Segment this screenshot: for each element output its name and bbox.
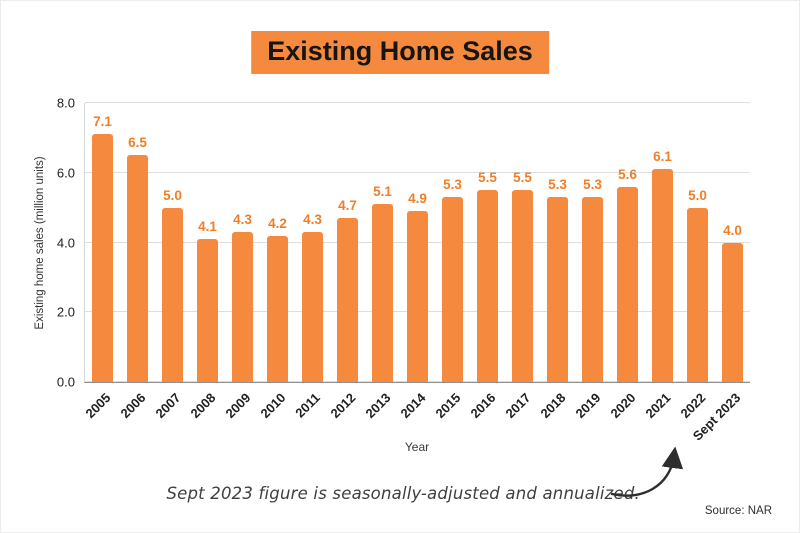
- gridline: [85, 102, 750, 103]
- x-tick-label: 2006: [117, 390, 149, 422]
- bar-slot: 6.5 2006: [117, 103, 155, 421]
- bar-value-label: 4.3: [303, 212, 322, 228]
- bar: [337, 218, 358, 382]
- annotation-text: Sept 2023 figure is seasonally-adjusted …: [166, 484, 640, 503]
- x-tick-label: 2014: [397, 390, 429, 422]
- bar-slot: 5.5 2017: [502, 103, 540, 421]
- plot-area: 0.0 2.0 4.0 6.0 8.0 7.1 2005 6.5 2006 5.0 2007 4.1…: [57, 96, 750, 444]
- bar-value-label: 5.6: [618, 166, 637, 182]
- x-tick-label: 2012: [327, 390, 359, 422]
- x-tick-label: 2016: [467, 390, 499, 422]
- bar: [372, 204, 393, 382]
- x-tick-label: 2018: [537, 390, 569, 422]
- x-tick-label: 2020: [607, 390, 639, 422]
- bar-value-label: 5.5: [513, 170, 532, 186]
- y-tick-label: 8.0: [56, 95, 75, 111]
- bar-slot: 4.1 2008: [187, 103, 225, 421]
- bar-slot: 4.9 2014: [397, 103, 435, 421]
- chart-title: Existing Home Sales: [251, 31, 549, 74]
- bar-slot: 4.0 Sept 2023: [690, 103, 750, 444]
- bar: [197, 239, 218, 382]
- x-tick-label: 2022: [677, 390, 709, 422]
- bar-value-label: 4.7: [338, 198, 357, 214]
- bar: [407, 211, 428, 382]
- bar: [162, 207, 183, 382]
- bar-value-label: 4.2: [268, 215, 287, 231]
- x-tick-label: 2011: [292, 390, 324, 421]
- x-tick-label: 2005: [82, 390, 114, 422]
- bar-slot: 5.1 2013: [362, 103, 400, 421]
- bar-slot: 4.3 2011: [293, 103, 330, 421]
- bar-value-label: 5.3: [548, 177, 567, 193]
- bar: [127, 155, 148, 382]
- gridline: [85, 171, 750, 173]
- x-tick-label: 2017: [502, 390, 534, 422]
- y-tick-label: 6.0: [56, 165, 75, 181]
- bar-value-label: 6.1: [653, 149, 672, 165]
- bar-slot: 5.3 2015: [432, 103, 470, 421]
- bar: [582, 197, 603, 382]
- bar-slot: 5.0 2022: [677, 103, 715, 421]
- y-tick-label: 4.0: [56, 235, 75, 250]
- bar-value-label: 5.3: [443, 177, 462, 193]
- y-tick-label: 0.0: [56, 374, 75, 390]
- bar: [652, 169, 673, 382]
- x-tick-label: 2009: [222, 390, 254, 422]
- bar: [302, 232, 323, 382]
- bar-slot: 5.5 2016: [467, 103, 505, 421]
- bar: [442, 197, 463, 382]
- bar: [722, 242, 743, 382]
- bar: [267, 235, 288, 382]
- bar-slot: 5.3 2018: [537, 103, 575, 421]
- x-tick-label: 2008: [187, 390, 219, 422]
- x-tick-label: 2007: [152, 390, 184, 422]
- x-tick-label: 2021: [642, 390, 674, 422]
- bar-value-label: 4.0: [723, 222, 742, 238]
- bar-slot: 5.6 2020: [607, 103, 645, 421]
- bar: [617, 186, 638, 382]
- bar-value-label: 6.5: [128, 135, 147, 151]
- bar-slot: 4.3 2009: [222, 103, 260, 421]
- x-tick-label: 2013: [362, 390, 394, 422]
- source-note: Source: NAR: [704, 505, 772, 517]
- bar: [547, 197, 568, 382]
- bar-slot: 5.0 2007: [152, 103, 190, 421]
- bar: [512, 190, 533, 382]
- x-tick-label: 2015: [432, 390, 464, 422]
- bar-value-label: 5.0: [688, 187, 707, 203]
- bar-slot: 5.3 2019: [572, 103, 610, 421]
- annotation-arrow-icon: [610, 446, 684, 497]
- bar-value-label: 7.1: [93, 114, 112, 130]
- x-tick-label: 2010: [257, 390, 289, 422]
- y-axis-label: Existing home sales (million units): [34, 156, 46, 330]
- bar-value-label: 4.1: [198, 219, 217, 235]
- bars: 7.1 2005 6.5 2006 5.0 2007 4.1 2008 4.3 2009 4.2 20…: [82, 103, 750, 444]
- x-axis-label: Year: [404, 440, 430, 454]
- bar-value-label: 4.9: [408, 191, 427, 207]
- bar-value-label: 4.3: [233, 212, 252, 228]
- bar-value-label: 5.1: [373, 184, 392, 200]
- bar-slot: 6.1 2021: [642, 103, 680, 421]
- bar: [477, 190, 498, 382]
- bar-slot: 4.7 2012: [327, 103, 365, 421]
- bar-slot: 4.2 2010: [257, 103, 295, 422]
- bar-value-label: 5.0: [163, 187, 182, 203]
- y-tick-label: 2.0: [56, 304, 75, 320]
- bar-value-label: 5.3: [583, 177, 602, 193]
- bar-value-label: 5.5: [478, 170, 497, 186]
- bar: [232, 232, 253, 382]
- bar: [687, 207, 708, 382]
- bar-slot: 7.1 2005: [82, 103, 120, 421]
- x-tick-label: 2019: [572, 390, 604, 422]
- bar: [92, 134, 113, 382]
